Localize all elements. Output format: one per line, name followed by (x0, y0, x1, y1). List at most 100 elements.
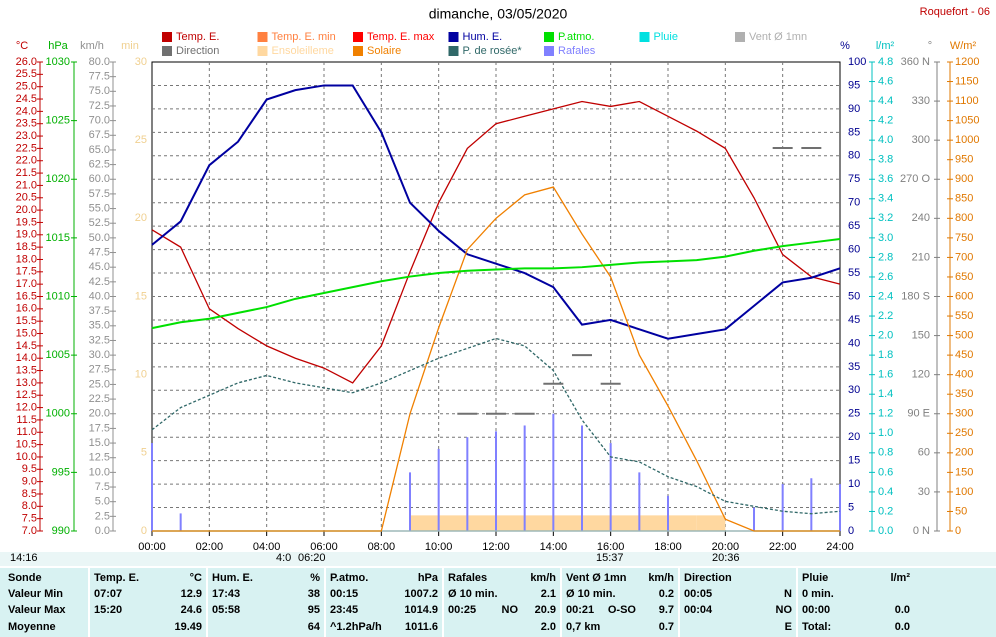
tick-label: 50.0 (89, 232, 110, 244)
table-cell: O-SO (607, 604, 636, 616)
legend-swatch (448, 46, 459, 56)
tick-label: 40 (848, 337, 860, 349)
tick-label: 650 (955, 271, 973, 283)
tick-label: 600 (955, 290, 973, 302)
x-tick-label: 08:00 (368, 541, 396, 553)
tick-label: 1005 (46, 349, 70, 361)
legend-label: Hum. E. (463, 31, 503, 43)
x-tick-label: 06:00 (310, 541, 338, 553)
gust-bar (495, 431, 497, 531)
table-cell: 00:04 (684, 604, 713, 616)
table-cell: Total: (802, 621, 832, 633)
tick-label: 750 (955, 232, 973, 244)
tick-label: 1.4 (878, 388, 893, 400)
legend-swatch (544, 32, 554, 42)
tick-label: 35 (848, 361, 860, 373)
table-cell: 00:21 (566, 604, 595, 616)
cell: 64 (212, 619, 320, 635)
gust-bar (753, 507, 755, 531)
row-label: Valeur Max (8, 604, 66, 616)
tick-label: 22.0 (16, 155, 37, 167)
legend-swatch (162, 32, 172, 42)
legend-label: Vent Ø 1mn (749, 31, 807, 43)
table-cell: l/m² (890, 572, 910, 584)
tick-label: 180 S (901, 290, 930, 302)
gust-bar (179, 513, 182, 531)
x-tick-label: 22:00 (769, 541, 797, 553)
sunshine-bar (438, 515, 468, 531)
tick-label: 0 (848, 525, 854, 537)
tick-label: 1020 (46, 173, 70, 185)
x-tick-label: 20:00 (712, 541, 740, 553)
tick-label: 10.0 (89, 466, 110, 478)
table-cell: 19.49 (174, 621, 202, 633)
tick-label: 70 (848, 197, 860, 209)
tick-label: 2.2 (878, 310, 893, 322)
summary-table: Sonde Valeur Min Valeur Max Moyenne Temp. E.… (0, 568, 996, 637)
tick-label: 0 (955, 525, 961, 537)
tick-label: 10.5 (16, 439, 37, 451)
table-group: Vent Ø 1mn km/h Ø 10 min. 0.2 00:21 O-SO 9.7 0,… (560, 568, 678, 637)
tick-label: 25.0 (89, 378, 110, 390)
legend-swatch (162, 46, 172, 56)
axis-unit: % (840, 40, 850, 52)
tick-label: 15 (135, 290, 147, 302)
tick-label: 14.0 (16, 352, 37, 364)
legend-swatch (544, 46, 554, 56)
table-cell: 1014.9 (404, 604, 438, 616)
table-cell: % (310, 572, 320, 584)
table-cell: NO (775, 604, 793, 616)
tick-label: 1200 (955, 56, 979, 68)
series-line (151, 238, 841, 330)
tick-label: 500 (955, 329, 973, 341)
tick-label: 1010 (46, 290, 70, 302)
annotation: 14:16 (10, 552, 38, 564)
x-tick-label: 16:00 (597, 541, 625, 553)
tick-label: 5 (848, 501, 854, 513)
chart-title: dimanche, 03/05/2020 (429, 6, 568, 22)
tick-label: 2.5 (95, 510, 110, 522)
legend-label: Direction (176, 45, 219, 57)
x-tick-label: 14:00 (540, 541, 568, 553)
tick-label: 15.0 (16, 327, 37, 339)
table-cell: 9.7 (658, 604, 674, 616)
tick-label: 90 (848, 103, 860, 115)
legend-label: Pluie (654, 31, 678, 43)
legend-label: P.atmo. (558, 31, 595, 43)
axis-unit: km/h (80, 40, 104, 52)
tick-label: 18.5 (16, 241, 37, 253)
annotation: 06:20 (298, 552, 326, 564)
cell: Valeur Max (4, 602, 84, 618)
cell: 0 min. (802, 586, 910, 602)
tick-label: 3.8 (878, 154, 893, 166)
tick-label: 19.5 (16, 216, 37, 228)
sunshine-bar (410, 515, 439, 531)
x-tick-label: 10:00 (425, 541, 453, 553)
tick-label: 1030 (46, 56, 70, 68)
tick-label: 7.5 (22, 513, 37, 525)
axis-unit: l/m² (876, 40, 895, 52)
table-cell: 05:58 (212, 604, 241, 616)
x-tick-label: 18:00 (654, 541, 682, 553)
cell: Temp. E. °C (94, 570, 202, 586)
tick-label: 20.5 (16, 192, 37, 204)
gust-bar (609, 443, 612, 531)
tick-label: 60 (918, 447, 930, 459)
tick-label: 10 (848, 478, 860, 490)
row-label: Moyenne (8, 621, 56, 633)
cell: Hum. E.% (212, 570, 320, 586)
table-group: Pluie l/m² 0 min. 00:00 0.0 Total: 0.0 (796, 568, 914, 637)
table-cell: Pluie (802, 572, 829, 584)
tick-label: 75 (848, 173, 860, 185)
cell: 2.0 (448, 619, 556, 635)
tick-label: 4.6 (878, 75, 893, 87)
table-cell: Ø 10 min. (448, 588, 498, 600)
annotation: 15:37 (596, 552, 624, 564)
cell: ^1.2hPa/h 1011.6 (330, 619, 438, 635)
tick-label: 80 (848, 150, 860, 162)
tick-label: 90 E (907, 408, 930, 420)
table-cell: 23:45 (330, 604, 359, 616)
tick-label: 30 (135, 56, 147, 68)
tick-label: 210 (912, 251, 930, 263)
tick-label: 360 N (901, 56, 930, 68)
